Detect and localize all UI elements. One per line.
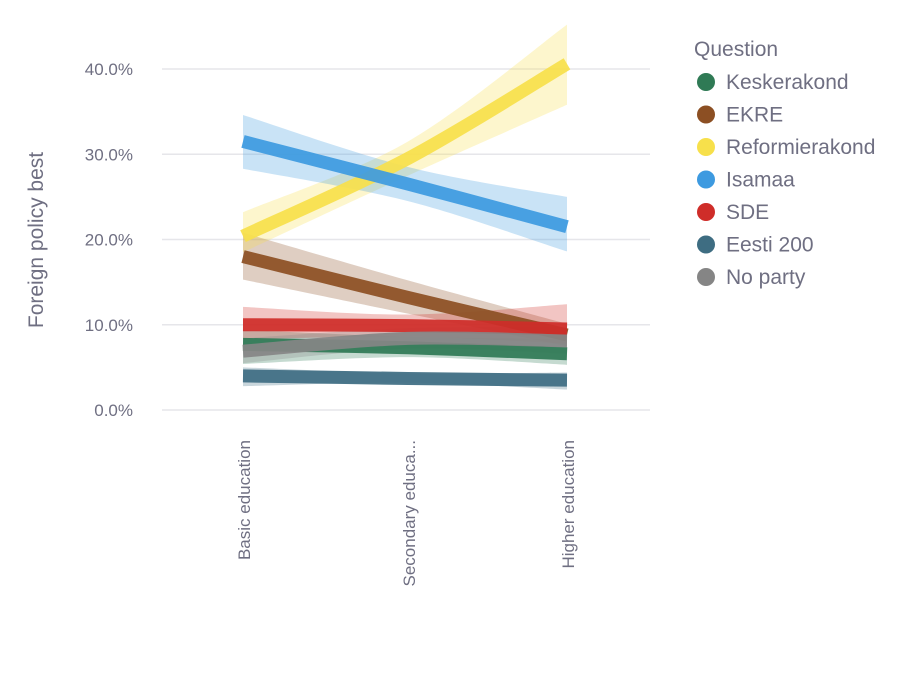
legend-label: EKRE [726, 104, 783, 127]
grid-layer [162, 68, 650, 411]
legend-item-isamaa[interactable]: Isamaa [697, 169, 795, 192]
y-tick-label: 30.0% [85, 145, 133, 164]
line-eesti-200 [242, 369, 568, 387]
legend-label: Isamaa [726, 169, 795, 192]
x-tick-label: Higher education [559, 440, 578, 569]
y-tick-label: 0.0% [94, 401, 133, 420]
y-tick-label: 20.0% [85, 231, 133, 250]
y-tick-label: 40.0% [85, 60, 133, 79]
line-reformierakond [240, 58, 571, 242]
legend-item-eesti-200[interactable]: Eesti 200 [697, 234, 814, 257]
legend-item-sde[interactable]: SDE [697, 201, 769, 224]
legend-swatch [697, 235, 715, 254]
legend-label: Eesti 200 [726, 234, 814, 257]
legend-swatch [697, 170, 715, 189]
legend-swatch [697, 73, 715, 91]
legend-label: Reformierakond [726, 136, 875, 159]
y-tick-label: 10.0% [85, 316, 133, 335]
legend-item-reformierakond[interactable]: Reformierakond [697, 136, 875, 159]
legend-label: No party [726, 266, 806, 289]
legend-label: SDE [726, 201, 769, 224]
legend-swatch [697, 203, 715, 221]
line-isamaa [241, 135, 569, 233]
legend: Question Keskerakond EKRE Reformierakond Is… [694, 38, 875, 289]
legend-item-keskerakond[interactable]: Keskerakond [697, 71, 849, 94]
y-tick-labels: 0.0% 10.0% 20.0% 30.0% 40.0% [85, 60, 133, 420]
line-no-party [242, 331, 568, 358]
series-lines [240, 58, 571, 387]
legend-swatch [697, 138, 715, 156]
line-sde [242, 318, 568, 336]
legend-item-ekre[interactable]: EKRE [697, 104, 783, 127]
legend-swatch [697, 105, 715, 124]
legend-label: Keskerakond [726, 71, 849, 94]
x-tick-label: Basic education [235, 440, 254, 560]
legend-items: Keskerakond EKRE Reformierakond Isamaa SDE Ee… [697, 71, 875, 289]
x-tick-label: Secondary educa... [400, 440, 419, 586]
x-tick-labels: Basic education Secondary educa... Higher … [235, 440, 578, 586]
legend-swatch [697, 268, 715, 286]
legend-item-no-party[interactable]: No party [697, 266, 806, 289]
legend-title: Question [694, 38, 778, 61]
y-axis-title: Foreign policy best [25, 152, 48, 328]
